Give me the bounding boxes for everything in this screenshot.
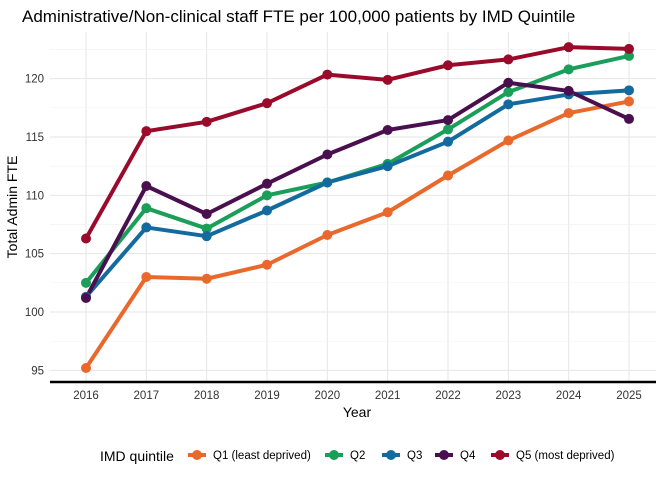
data-point-q3 [624,85,634,96]
data-point-q2 [262,190,272,201]
data-point-q4 [624,113,634,124]
data-point-q1 [262,259,272,270]
legend-label: Q2 [350,450,365,462]
x-tick-label: 2021 [375,390,401,402]
legend-key-point [495,450,505,460]
x-tick-label: 2018 [194,390,220,402]
legend-label: Q3 [407,450,422,462]
series-line-q4 [84,80,631,300]
x-tick-label: 2022 [435,390,461,402]
data-point-q5 [201,116,212,127]
legend-label: Q4 [460,450,476,462]
data-point-q4 [262,178,272,189]
series-line-q5 [84,45,631,241]
x-tick-label: 2024 [556,390,582,402]
series-lines [84,45,631,370]
data-point-q3 [322,177,333,188]
legend-key-point [386,450,396,460]
data-point-q1 [443,170,453,181]
y-tick-label: 115 [26,132,44,144]
data-point-q4 [503,77,514,88]
data-point-q1 [81,363,91,373]
data-point-q3 [382,161,393,172]
x-axis-title: Year [343,404,372,420]
x-tick-label: 2023 [496,390,522,402]
legend-item-q1: Q1 (least deprived) [188,450,311,462]
data-point-q2 [624,50,634,61]
y-tick-label: 100 [25,307,44,319]
data-point-q2 [443,124,453,135]
chart-title: Administrative/Non-clinical staff FTE pe… [22,7,575,26]
data-point-q4 [201,209,212,219]
grid [50,32,656,382]
legend-key-point [439,450,449,460]
data-point-q2 [81,277,91,288]
data-point-q2 [141,203,152,214]
x-tick-label: 2020 [315,390,341,402]
data-point-q4 [141,181,152,191]
legend-title: IMD quintile [100,448,174,464]
x-tick-label: 2019 [254,390,280,402]
legend-key-point [329,450,339,460]
data-point-q5 [141,126,152,137]
data-point-q3 [201,231,212,242]
data-point-q4 [443,115,453,126]
data-point-q1 [503,135,514,146]
legend-item-q2: Q2 [325,450,365,462]
legend-item-q5: Q5 (most deprived) [491,450,615,462]
series-line-q3 [84,88,631,299]
data-point-q5 [382,74,393,85]
data-point-q5 [624,43,634,54]
data-point-q3 [443,136,453,147]
data-point-q4 [382,125,393,135]
legend-item-q4: Q4 [435,450,476,462]
data-point-q1 [322,230,333,240]
y-tick-label: 95 [31,365,44,377]
y-tick-label: 110 [26,190,44,202]
x-tick-label: 2025 [616,390,642,402]
data-point-q1 [563,108,574,119]
data-point-q3 [262,205,272,216]
data-point-q3 [503,99,514,110]
legend-label: Q5 (most deprived) [516,450,615,462]
x-tick-label: 2016 [73,390,99,402]
data-point-q5 [81,233,91,244]
y-tick-label: 120 [25,74,44,86]
series-line-q1 [84,99,631,370]
data-point-q5 [563,42,574,53]
tick-labels: 2016 2017 2018 2019 2020 2021 2022 2023 2024 2025… [25,74,642,402]
data-point-q1 [624,96,634,107]
data-point-q1 [141,272,152,282]
y-axis-title: Total Admin FTE [4,156,20,259]
y-tick-label: 105 [25,249,44,261]
legend-key-point [192,450,202,460]
data-point-q2 [201,223,212,234]
legend-item-q3: Q3 [382,450,422,462]
data-point-q2 [563,64,574,75]
x-tick-label: 2017 [134,390,160,402]
data-point-q4 [563,85,574,96]
legend-items: Q1 (least deprived) Q2 Q3 Q4 Q5 (most depriv… [188,450,615,462]
legend-label: Q1 (least deprived) [213,450,311,462]
data-point-q1 [201,273,212,284]
data-point-q3 [141,222,152,233]
data-point-q5 [262,98,272,109]
data-point-q5 [322,69,333,80]
data-point-q1 [382,207,393,218]
data-point-q5 [443,60,453,71]
data-point-q2 [503,87,514,98]
data-point-q4 [81,293,91,303]
data-point-q4 [322,149,333,160]
series-points [81,42,634,373]
data-point-q5 [503,54,514,65]
legend: IMD quintile Q1 (least deprived) Q2 Q3 Q4 Q5… [100,448,615,464]
